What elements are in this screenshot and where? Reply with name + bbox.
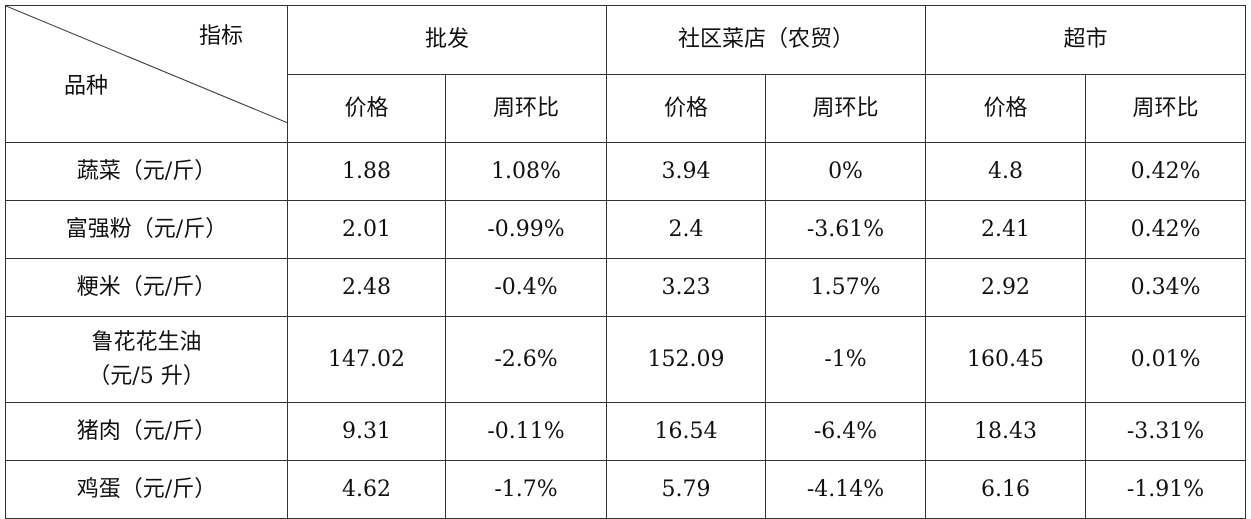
cell: 4.8	[925, 142, 1087, 201]
cell: 1.08%	[444, 142, 608, 201]
cell: -2.6%	[444, 316, 608, 403]
row-label: 鸡蛋（元/斤）	[5, 460, 288, 519]
cell: 16.54	[606, 402, 767, 461]
row-label: 猪肉（元/斤）	[5, 402, 288, 461]
cell: 5.79	[606, 460, 767, 519]
data-row: 鸡蛋（元/斤） 4.62 -1.7% 5.79 -4.14% 6.16 -1.91%	[5, 460, 1247, 519]
cell: 0.01%	[1085, 316, 1247, 403]
subheader: 价格	[287, 74, 446, 143]
cell: 2.01	[287, 200, 446, 259]
group-header: 超市	[925, 4, 1247, 76]
cell: 0.34%	[1085, 258, 1247, 317]
cell: -1.91%	[1085, 460, 1247, 519]
subheader: 周环比	[1085, 74, 1247, 143]
subheader: 价格	[606, 74, 767, 143]
cell: 4.62	[287, 460, 446, 519]
cell: 152.09	[606, 316, 767, 403]
corner-top: 指标	[198, 24, 243, 49]
data-row: 富强粉（元/斤） 2.01 -0.99% 2.4 -3.61% 2.41 0.42%	[5, 200, 1247, 259]
subheader: 周环比	[444, 74, 608, 143]
cell: 2.41	[925, 200, 1087, 259]
cell: 1.57%	[765, 258, 927, 317]
cell: 2.4	[606, 200, 767, 259]
diagonal	[6, 6, 288, 123]
cell: -0.4%	[444, 258, 608, 317]
cell: -1%	[765, 316, 927, 403]
data-row: 猪肉（元/斤） 9.31 -0.11% 16.54 -6.4% 18.43 -3.31%	[5, 402, 1247, 461]
cell: 3.23	[606, 258, 767, 317]
row-label: 蔬菜（元/斤）	[5, 142, 288, 201]
cell: -3.31%	[1085, 402, 1247, 461]
cell: 147.02	[287, 316, 446, 403]
cell: 160.45	[925, 316, 1087, 403]
page: 指标 品种 批发 社区菜店（农贸） 超市 价格 周环比 价格 周环比 价格 周环比 蔬菜（元/…	[5, 4, 1247, 519]
row-label: 富强粉（元/斤）	[5, 200, 288, 259]
cell: -0.11%	[444, 402, 608, 461]
cell: -4.14%	[765, 460, 927, 519]
cell: 2.48	[287, 258, 446, 317]
data-row: 粳米（元/斤） 2.48 -0.4% 3.23 1.57% 2.92 0.34%	[5, 258, 1247, 317]
group-header: 社区菜店（农贸）	[606, 4, 927, 76]
cell: 18.43	[925, 402, 1087, 461]
cell: 6.16	[925, 460, 1087, 519]
cell: 0.42%	[1085, 142, 1247, 201]
corner-bottom: 品种	[64, 74, 109, 99]
row-label: 鲁花花生油 （元/5 升）	[5, 316, 288, 403]
cell: 2.92	[925, 258, 1087, 317]
row-label: 粳米（元/斤）	[5, 258, 288, 317]
cell: 0.42%	[1085, 200, 1247, 259]
price-table: 指标 品种 批发 社区菜店（农贸） 超市 价格 周环比 价格 周环比 价格 周环比 蔬菜（元/…	[5, 4, 1247, 519]
data-row: 鲁花花生油 （元/5 升） 147.02 -2.6% 152.09 -1% 160.45 0…	[5, 316, 1247, 403]
subheader: 周环比	[765, 74, 927, 143]
header-row: 指标 品种 批发 社区菜店（农贸） 超市	[5, 4, 1247, 143]
subheader: 价格	[925, 74, 1087, 143]
corner-cell: 指标 品种	[5, 5, 288, 143]
cell: 9.31	[287, 402, 446, 461]
cell: 0%	[765, 142, 927, 201]
cell: -6.4%	[765, 402, 927, 461]
cell: -1.7%	[444, 460, 608, 519]
cell: -0.99%	[444, 200, 608, 259]
cell: -3.61%	[765, 200, 927, 259]
cell: 3.94	[606, 142, 767, 201]
group-header: 批发	[286, 4, 608, 76]
cell: 1.88	[287, 142, 446, 201]
data-row: 蔬菜（元/斤） 1.88 1.08% 3.94 0% 4.8 0.42%	[5, 142, 1247, 201]
